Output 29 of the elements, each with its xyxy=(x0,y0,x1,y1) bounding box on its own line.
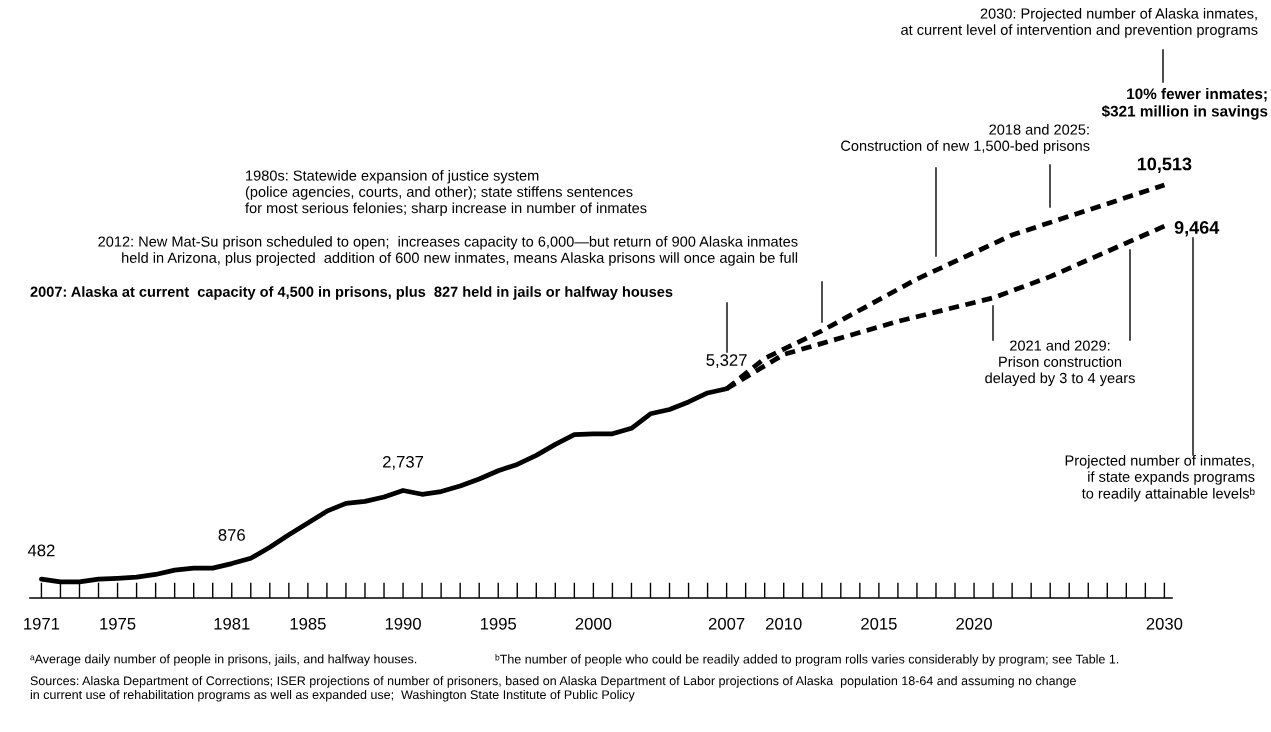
x-tick-label: 2000 xyxy=(575,617,612,630)
data-label: 5,327 xyxy=(706,354,747,368)
x-tick-label: 2007 xyxy=(708,617,745,630)
annotation: Projected number of inmates, if state expands programs to readily attainable levelsᵇ xyxy=(1065,455,1255,502)
x-tick-label: 1985 xyxy=(290,617,326,630)
data-label: 2,737 xyxy=(383,455,424,470)
x-tick-label: 1975 xyxy=(100,617,136,630)
x-tick-label: 1995 xyxy=(480,617,517,630)
text: ᵇThe number of people who could be readily added to program rolls varies considerably by program; see Table 1. xyxy=(495,654,1119,666)
x-tick-label: 1981 xyxy=(214,617,250,630)
data-label: 482 xyxy=(27,544,55,557)
x-tick-label: 2015 xyxy=(861,617,897,630)
source-note: Sources: Alaska Department of Corrections; ISER projections of number of prisoners, based on Alaska Department of Labor projections of Alaska population 18-64 and assuming no change in current use of rehabilitation programs as well as expanded use; Washington State Institute of Public Policy xyxy=(30,676,1076,702)
text: 2030: Projected number of Alaska inmates, at current level of intervention and prevention programs xyxy=(901,8,1258,38)
x-tick-label: 2030 xyxy=(1146,617,1183,630)
data-label: 10,513 xyxy=(1137,157,1192,173)
data-label: 9,464 xyxy=(1174,221,1220,237)
annotation: 2007: Alaska at current capacity of 4,500 in prisons, plus 827 held in jails or halfway houses xyxy=(30,286,673,300)
annotation: 2012: New Mat-Su prison scheduled to open; increases capacity to 6,000—but return of 900 Alaska inmates held in Arizona, plus projected addition of 600 new inmates, means Alaska prisons will once again be full xyxy=(98,236,798,266)
text: 10% fewer inmates; $321 million in savings xyxy=(1101,88,1268,120)
annotation: 1980s: Statewide expansion of justice system (police agencies, courts, and other); state stiffens sentences for most serious felonies; sharp increase in number of inmates xyxy=(245,170,647,217)
x-tick-label: 1990 xyxy=(385,617,421,630)
x-tick-label: 1971 xyxy=(24,617,60,630)
annotation: 2021 and 2029: Prison construction delayed by 3 to 4 years xyxy=(985,340,1135,387)
text: ᵃAverage daily number of people in prisons, jails, and halfway houses. xyxy=(30,654,417,666)
data-label: 876 xyxy=(218,529,245,541)
text: 2018 and 2025: Construction of new 1,500-bed prisons xyxy=(841,124,1090,154)
x-tick-label: 2020 xyxy=(956,617,992,630)
x-tick-label: 2010 xyxy=(766,617,802,630)
